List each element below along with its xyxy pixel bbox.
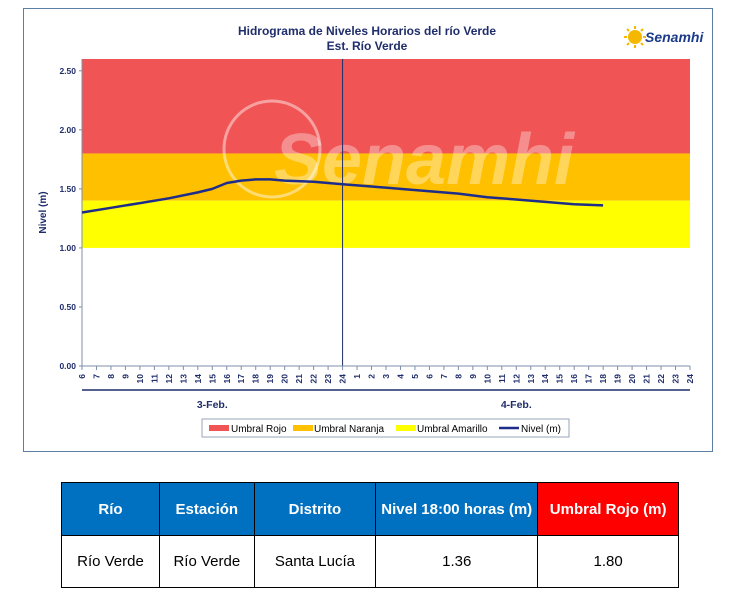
x-tick-label: 18 <box>251 374 261 384</box>
x-tick-label: 10 <box>482 374 492 384</box>
cell-nivel: 1.36 <box>375 535 539 588</box>
x-tick-label: 8 <box>106 374 116 379</box>
x-tick-label: 16 <box>569 374 579 384</box>
y-axis-title: Nivel (m) <box>38 191 49 233</box>
x-tick-label: 6 <box>424 374 434 379</box>
x-tick-label: 2 <box>367 374 377 379</box>
y-tick-label: 0.50 <box>59 302 76 312</box>
x-tick-label: 15 <box>555 374 565 384</box>
x-tick-label: 8 <box>453 374 463 379</box>
table-row: Río Verde Río Verde Santa Lucía 1.36 1.8… <box>61 535 679 588</box>
series-line-nivel <box>81 178 604 214</box>
x-tick-label: 16 <box>222 374 232 384</box>
legend-box <box>201 418 570 438</box>
cell-rio: Río Verde <box>61 535 160 588</box>
header-umbral-rojo: Umbral Rojo (m) <box>537 482 679 536</box>
x-tick-label: 19 <box>265 374 275 384</box>
x-tick-label: 12 <box>511 374 521 384</box>
chart-title: Hidrograma de Niveles Horarios del río V… <box>238 24 496 38</box>
legend-label-amarillo: Umbral Amarillo <box>417 424 488 435</box>
header-distrito: Distrito <box>253 482 377 536</box>
x-tick-label: 20 <box>280 374 290 384</box>
chart-subtitle: Est. Río Verde <box>327 39 408 53</box>
x-tick-label: 9 <box>120 374 130 379</box>
x-tick-label: 13 <box>526 374 536 384</box>
x-tick-label: 9 <box>468 374 478 379</box>
y-tick-label: 1.00 <box>59 243 76 253</box>
x-tick-label: 17 <box>584 374 594 384</box>
y-tick-label: 2.00 <box>59 125 76 135</box>
x-tick-label: 24 <box>338 374 348 384</box>
x-tick-label: 24 <box>685 374 695 384</box>
y-tick-label: 2.50 <box>59 66 76 76</box>
x-tick-label: 1 <box>352 374 362 379</box>
cell-umbral-rojo: 1.80 <box>537 535 679 588</box>
x-tick-label: 7 <box>91 374 101 379</box>
day-label: 3-Feb. <box>197 399 228 411</box>
x-tick-label: 22 <box>309 374 319 384</box>
x-tick-label: 10 <box>135 374 145 384</box>
cell-distrito: Santa Lucía <box>253 535 377 588</box>
threshold-band-0 <box>82 59 690 154</box>
cell-estacion: Río Verde <box>158 535 255 588</box>
header-estacion: Estación <box>158 482 255 536</box>
hydrograph-svg: Hidrograma de Niveles Horarios del río V… <box>38 24 704 438</box>
x-tick-label: 15 <box>207 374 217 384</box>
header-rio: Río <box>61 482 160 536</box>
x-tick-label: 11 <box>497 374 507 383</box>
plot-area: Senamhi 0.00 0.50 1.00 1.50 2.00 2.50 Nivel (m)… <box>38 59 695 411</box>
sun-logo-icon <box>624 26 646 48</box>
x-tick-label: 11 <box>149 374 159 383</box>
y-tick-label: 1.50 <box>59 184 76 194</box>
x-tick-label: 19 <box>613 374 623 384</box>
y-tick-label: 0.00 <box>59 361 76 371</box>
legend-label-nivel: Nivel (m) <box>521 424 561 435</box>
threshold-band-1 <box>82 153 690 201</box>
x-tick-label: 23 <box>671 374 681 384</box>
x-tick-label: 13 <box>178 374 188 384</box>
x-tick-label: 7 <box>439 374 449 379</box>
legend-label-rojo: Umbral Rojo <box>231 424 287 435</box>
hydrograph-chart: Hidrograma de Niveles Horarios del río V… <box>23 8 713 452</box>
x-tick-label: 22 <box>656 374 666 384</box>
x-tick-label: 6 <box>77 374 87 379</box>
x-tick-label: 21 <box>294 374 304 384</box>
x-tick-label: 21 <box>642 374 652 384</box>
legend-label-naranja: Umbral Naranja <box>314 424 384 435</box>
legend: Umbral Rojo Umbral Naranja Umbral Amaril… <box>201 418 570 438</box>
x-tick-label: 18 <box>598 374 608 384</box>
x-tick-label: 14 <box>540 374 550 384</box>
watermark-text: Senamhi <box>274 120 576 200</box>
x-tick-label: 14 <box>193 374 203 384</box>
x-tick-label: 17 <box>236 374 246 384</box>
logo-wordmark: Senamhi <box>645 29 704 45</box>
x-tick-label: 5 <box>410 374 420 379</box>
header-nivel: Nivel 18:00 horas (m) <box>375 482 539 536</box>
x-tick-label: 3 <box>381 374 391 379</box>
station-info-table: Río Estación Distrito Nivel 18:00 horas … <box>61 482 679 588</box>
legend-swatch-amarillo <box>396 425 416 431</box>
x-tick-label: 23 <box>323 374 333 384</box>
table-header-row: Río Estación Distrito Nivel 18:00 horas … <box>61 482 679 536</box>
senamhi-logo: Senamhi <box>624 26 704 48</box>
legend-swatch-naranja <box>293 425 313 431</box>
threshold-band-2 <box>82 200 690 248</box>
legend-swatch-rojo <box>209 425 229 431</box>
x-tick-label: 4 <box>395 374 405 379</box>
day-label: 4-Feb. <box>501 399 532 411</box>
x-tick-label: 12 <box>164 374 174 384</box>
x-tick-label: 20 <box>627 374 637 384</box>
watermark-sun-icon <box>222 99 322 199</box>
